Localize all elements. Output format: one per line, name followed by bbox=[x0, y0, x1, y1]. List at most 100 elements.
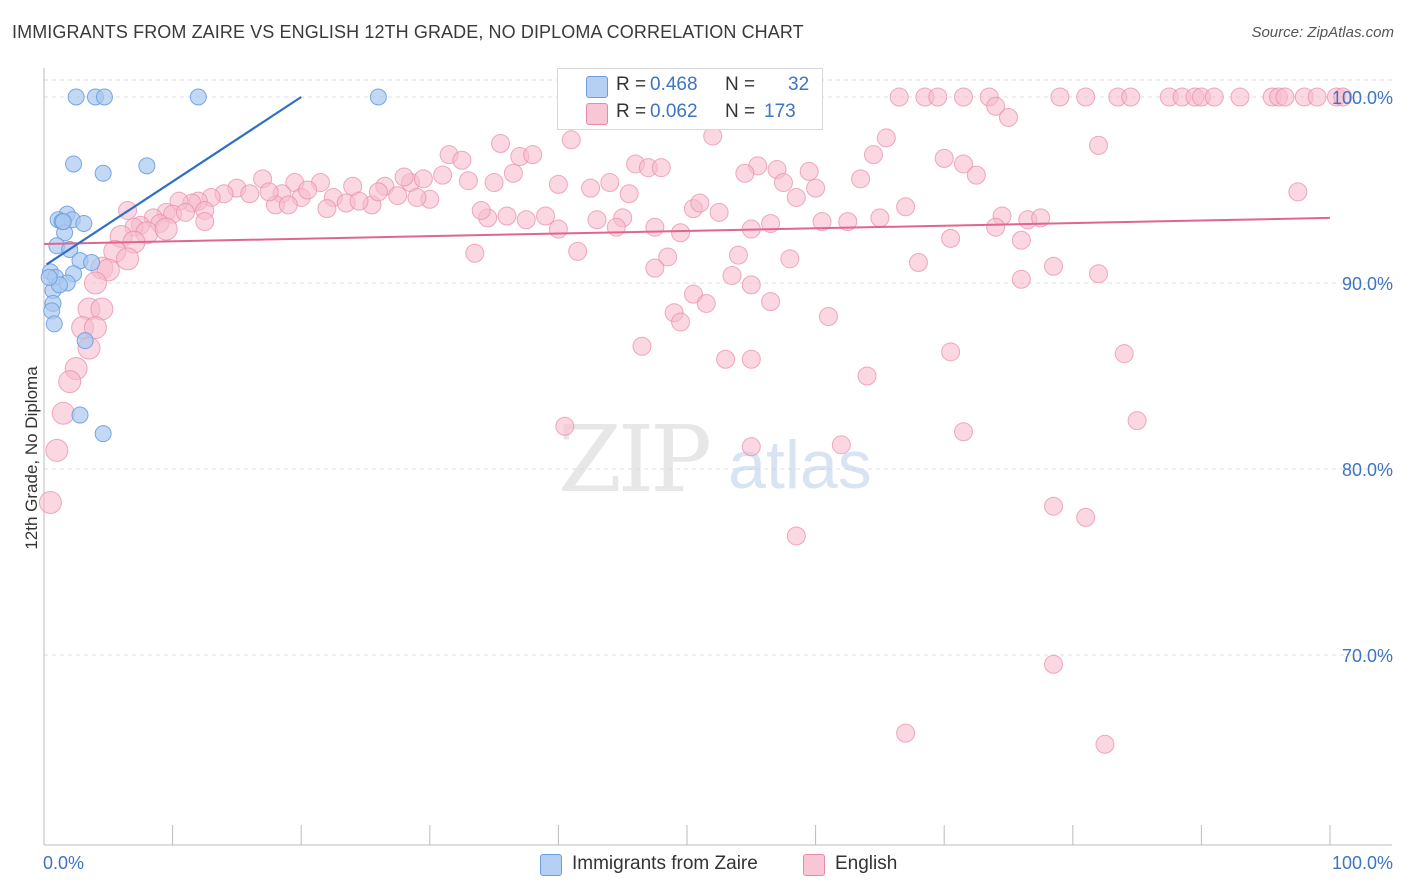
legend-n-value: 173 bbox=[764, 101, 796, 122]
point-english bbox=[1127, 411, 1147, 431]
point-english bbox=[349, 191, 369, 211]
y-tick-label: 100.0% bbox=[1332, 88, 1393, 108]
point-zaire bbox=[83, 254, 101, 272]
point-english bbox=[587, 210, 607, 230]
point-english bbox=[619, 184, 639, 204]
point-english bbox=[1204, 87, 1224, 107]
point-english bbox=[394, 167, 414, 187]
point-english bbox=[548, 219, 568, 239]
point-english bbox=[51, 401, 75, 425]
point-english bbox=[645, 258, 665, 278]
point-english bbox=[536, 206, 556, 226]
point-english bbox=[953, 154, 973, 174]
point-zaire bbox=[76, 332, 94, 350]
legend-swatch-english bbox=[803, 854, 825, 876]
point-english bbox=[889, 87, 909, 107]
point-english bbox=[806, 178, 826, 198]
point-zaire bbox=[75, 214, 93, 232]
point-english bbox=[1031, 208, 1051, 228]
point-english bbox=[497, 206, 517, 226]
point-english bbox=[407, 187, 427, 207]
point-english bbox=[278, 195, 298, 215]
legend-label-english: English bbox=[835, 853, 898, 874]
point-english bbox=[735, 163, 755, 183]
point-english bbox=[786, 187, 806, 207]
axes bbox=[43, 68, 1392, 846]
point-english bbox=[896, 723, 916, 743]
point-english bbox=[195, 212, 215, 232]
x-tick-label: 0.0% bbox=[43, 853, 84, 873]
point-english bbox=[175, 202, 195, 222]
point-english bbox=[671, 223, 691, 243]
point-english bbox=[728, 245, 748, 265]
point-english bbox=[1275, 87, 1295, 107]
point-english bbox=[645, 217, 665, 237]
point-english bbox=[851, 169, 871, 189]
point-english bbox=[1089, 135, 1109, 155]
point-english bbox=[1089, 264, 1109, 284]
point-english bbox=[761, 292, 781, 312]
point-english bbox=[581, 178, 601, 198]
point-english bbox=[741, 275, 761, 295]
trend-lines bbox=[43, 96, 1331, 266]
gridlines bbox=[44, 79, 1392, 656]
point-english bbox=[741, 437, 761, 457]
point-english bbox=[317, 199, 337, 219]
point-english bbox=[516, 210, 536, 230]
point-english bbox=[1230, 87, 1250, 107]
point-english bbox=[548, 174, 568, 194]
point-english bbox=[896, 197, 916, 217]
point-zaire bbox=[94, 164, 112, 182]
point-zaire bbox=[95, 88, 113, 106]
point-zaire bbox=[71, 406, 89, 424]
point-english bbox=[986, 96, 1006, 116]
point-zaire bbox=[40, 268, 58, 286]
point-english bbox=[831, 435, 851, 455]
point-english bbox=[491, 134, 511, 153]
legend-n-label: N = bbox=[725, 101, 756, 122]
point-english bbox=[433, 165, 453, 185]
point-english bbox=[863, 145, 883, 165]
point-english bbox=[799, 161, 819, 181]
point-english bbox=[154, 217, 178, 241]
point-english bbox=[761, 213, 781, 233]
legend-label-zaire: Immigrants from Zaire bbox=[572, 853, 758, 874]
point-english bbox=[45, 438, 69, 462]
point-english bbox=[1044, 496, 1064, 516]
legend-r-label: R = bbox=[616, 74, 647, 95]
point-zaire bbox=[369, 88, 387, 106]
point-english bbox=[658, 247, 678, 267]
point-english bbox=[928, 87, 948, 107]
point-english bbox=[83, 271, 107, 295]
series-legend: Immigrants from Zaire English bbox=[0, 852, 1406, 878]
point-english bbox=[388, 186, 408, 206]
watermark: ZIP atlas bbox=[558, 406, 872, 513]
point-zaire bbox=[67, 88, 85, 106]
point-english bbox=[941, 228, 961, 248]
point-english bbox=[1011, 269, 1031, 289]
point-english bbox=[812, 212, 832, 232]
point-english bbox=[116, 247, 140, 271]
point-english bbox=[606, 217, 626, 237]
legend-r-value: 0.468 bbox=[650, 74, 698, 95]
chart-title: IMMIGRANTS FROM ZAIRE VS ENGLISH 12TH GR… bbox=[12, 22, 804, 42]
point-zaire bbox=[189, 88, 207, 106]
watermark-zip: ZIP bbox=[558, 406, 709, 513]
point-english bbox=[368, 182, 388, 202]
point-english bbox=[413, 169, 433, 189]
point-english bbox=[555, 416, 575, 436]
legend-r-label: R = bbox=[616, 101, 647, 122]
legend-n-label: N = bbox=[725, 74, 756, 95]
legend-r-value: 0.062 bbox=[650, 101, 698, 122]
trend-line-zaire bbox=[45, 96, 302, 266]
point-english bbox=[298, 180, 318, 200]
point-english bbox=[690, 193, 710, 213]
point-english bbox=[870, 208, 890, 228]
legend-swatch-zaire bbox=[540, 854, 562, 876]
point-english bbox=[465, 243, 485, 263]
point-english bbox=[786, 526, 806, 546]
trend-line-english bbox=[43, 216, 1331, 245]
data-points bbox=[38, 87, 1353, 754]
point-english bbox=[966, 165, 986, 185]
point-english bbox=[780, 249, 800, 269]
